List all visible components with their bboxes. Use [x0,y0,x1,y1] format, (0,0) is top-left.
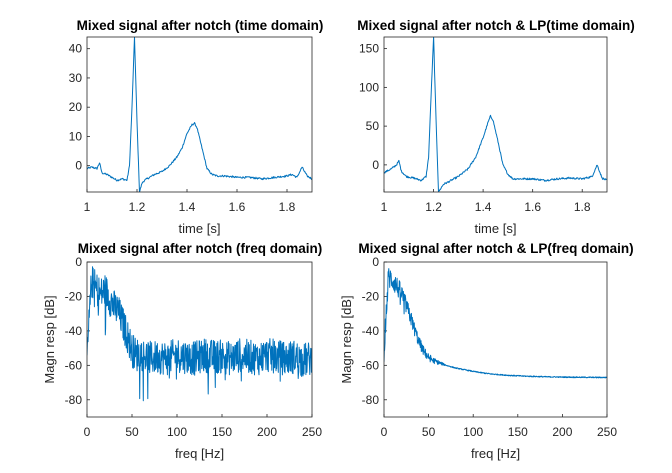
plot-time-domain-lp-xtick-label: 1.6 [524,200,541,214]
plot-time-domain-lp-title: Mixed signal after notch & LP(time domai… [357,18,635,33]
plot-time-domain-lp-xtick-label: 1.2 [425,200,442,214]
plot-freq-domain-ytick-label: -60 [65,358,83,372]
plot-freq-domain-lp-ytick-label: -60 [362,358,380,372]
plot-freq-domain-lp-ytick-label: -40 [362,324,380,338]
plot-freq-domain-lp-ytick-label: 0 [372,255,379,269]
plot-freq-domain-lp-ytick-label: -20 [362,289,380,303]
plot-freq-domain-xtick-label: 200 [257,425,277,439]
plot-freq-domain-axes-box [86,261,313,418]
plot-time-domain-lp-ticks: 1 1.2 1.4 1.6 1.8 0 50 100 150 [359,42,591,214]
plot-time-domain-trace [87,37,312,192]
plot-freq-domain-ticks: 0 50 100 150 200 250 -80 -60 -40 -20 0 [65,255,323,439]
plot-time-domain-lp-axes-box [383,36,608,193]
plot-freq-domain-lp-trace [384,268,607,379]
plot-time-domain-ytick-label: 30 [69,71,83,85]
plot-freq-domain-lp-ticks: 0 50 100 150 200 250 -80 -60 -40 -20 0 [362,255,618,439]
plot-time-domain-xlabel: time [s] [179,221,221,236]
plot-freq-domain-xtick-label: 50 [125,425,139,439]
plot-freq-domain-xtick-label: 0 [84,425,91,439]
plot-time-domain-title: Mixed signal after notch (time domain) [77,18,324,33]
plot-freq-domain-xtick-label: 150 [212,425,232,439]
plot-time-domain-lp-xlabel: time [s] [475,221,517,236]
plot-time-domain-lp-xtick-label: 1.4 [475,200,492,214]
plot-freq-domain-xlabel: freq [Hz] [175,446,224,461]
plot-time-domain-ytick-label: 0 [75,159,82,173]
plot-freq-domain-trace [87,266,312,402]
plot-time-domain-lp: Mixed signal after notch & LP(time domai… [357,18,635,236]
plot-freq-domain-lp-xtick-label: 200 [552,425,572,439]
plot-time-domain-lp-ytick-label: 50 [366,119,380,133]
plot-time-domain-ytick-label: 40 [69,42,83,56]
plot-freq-domain-title: Mixed signal after notch (freq domain) [78,241,323,256]
plot-time-domain-xtick-label: 1.8 [279,200,296,214]
plot-time-domain-ytick-label: 20 [69,100,83,114]
plot-time-domain-xtick-label: 1.6 [229,200,246,214]
plot-time-domain-lp-ytick-label: 100 [359,80,379,94]
plot-freq-domain-ytick-label: -40 [65,324,83,338]
plot-freq-domain-lp: Mixed signal after notch & LP(freq domai… [339,241,634,461]
plot-time-domain-lp-ytick-label: 150 [359,42,379,56]
plot-time-domain-axes-box [86,36,313,193]
plot-freq-domain-lp-xtick-label: 50 [422,425,436,439]
plot-freq-domain-lp-xtick-label: 150 [508,425,528,439]
plot-time-domain-xtick-label: 1.2 [129,200,146,214]
plot-freq-domain-lp-ytick-label: -80 [362,393,380,407]
plot-freq-domain-lp-xtick-label: 0 [381,425,388,439]
plot-time-domain-ticks: 1 1.2 1.4 1.6 1.8 0 10 20 30 40 [69,42,296,214]
plot-freq-domain: Mixed signal after notch (freq domain) 0… [42,241,322,461]
plot-freq-domain-xtick-label: 250 [302,425,322,439]
plot-freq-domain-xtick-label: 100 [167,425,187,439]
plot-freq-domain-lp-xtick-label: 250 [597,425,617,439]
plot-freq-domain-lp-title: Mixed signal after notch & LP(freq domai… [358,241,633,256]
plot-freq-domain-lp-xtick-label: 100 [463,425,483,439]
plot-time-domain-lp-xtick-label: 1.8 [574,200,591,214]
plot-freq-domain-ytick-label: 0 [75,255,82,269]
plot-time-domain-ytick-label: 10 [69,129,83,143]
plot-freq-domain-ytick-label: -80 [65,393,83,407]
plot-time-domain: Mixed signal after notch (time domain) 1… [69,18,324,236]
plot-freq-domain-ytick-label: -20 [65,289,83,303]
plot-time-domain-xtick-label: 1 [84,200,91,214]
plot-time-domain-lp-xtick-label: 1 [381,200,388,214]
plot-time-domain-lp-ytick-label: 0 [372,158,379,172]
plot-freq-domain-ylabel: Magn resp [dB] [42,295,57,383]
plot-freq-domain-lp-ylabel: Magn resp [dB] [339,295,354,383]
plot-time-domain-lp-trace [384,37,607,192]
plot-freq-domain-lp-xlabel: freq [Hz] [471,446,520,461]
plot-time-domain-xtick-label: 1.4 [179,200,196,214]
plot-freq-domain-lp-axes-box [383,261,608,418]
